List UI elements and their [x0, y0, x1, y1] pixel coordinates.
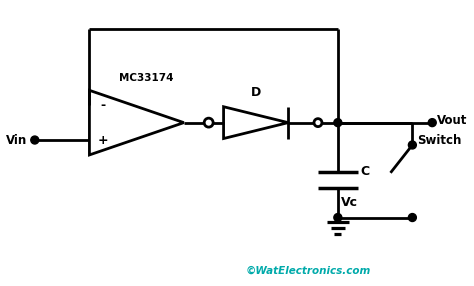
Circle shape	[409, 141, 416, 149]
Text: -: -	[101, 99, 106, 112]
Circle shape	[31, 136, 39, 144]
Circle shape	[314, 119, 322, 127]
Circle shape	[334, 214, 342, 221]
Circle shape	[409, 214, 416, 221]
Text: Vin: Vin	[6, 134, 27, 146]
Circle shape	[334, 119, 342, 127]
Text: Switch: Switch	[417, 134, 462, 146]
Circle shape	[204, 118, 213, 127]
Text: Vout: Vout	[437, 114, 467, 127]
Text: D: D	[251, 86, 261, 99]
Text: MC33174: MC33174	[119, 74, 173, 84]
Text: C: C	[361, 165, 370, 178]
Circle shape	[428, 119, 436, 127]
Text: +: +	[98, 134, 109, 146]
Text: ©WatElectronics.com: ©WatElectronics.com	[246, 266, 371, 276]
Text: Vc: Vc	[341, 196, 358, 209]
